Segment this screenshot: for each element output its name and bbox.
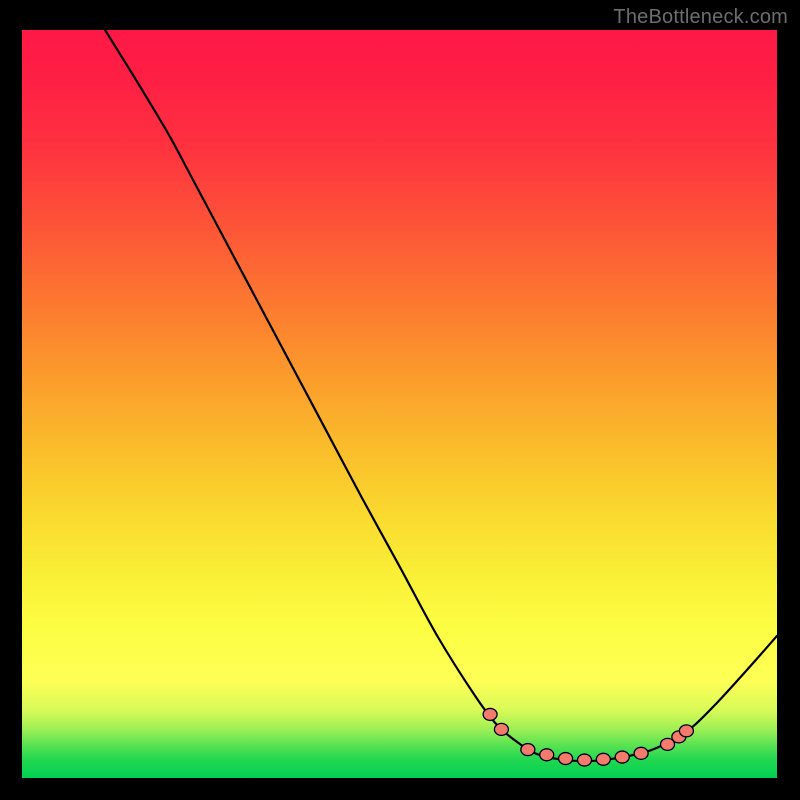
gradient-background — [22, 30, 777, 778]
plateau-marker — [577, 754, 591, 766]
plot-area — [22, 30, 777, 778]
plateau-marker — [521, 744, 535, 756]
plateau-marker — [494, 723, 508, 735]
plateau-marker — [483, 708, 497, 720]
image-root: TheBottleneck.com — [0, 0, 800, 800]
plateau-marker — [634, 747, 648, 759]
plateau-marker — [559, 753, 573, 765]
plot-svg — [22, 30, 777, 778]
plateau-marker — [679, 725, 693, 737]
plateau-marker — [540, 749, 554, 761]
watermark-text: TheBottleneck.com — [613, 6, 788, 29]
plateau-marker — [615, 751, 629, 763]
plateau-marker — [596, 753, 610, 765]
